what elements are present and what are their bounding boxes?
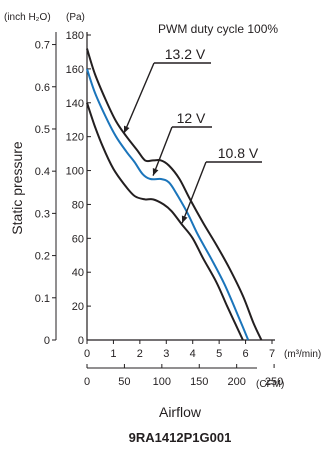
x-secondary-tick-label: 0 xyxy=(84,376,90,388)
callout-arrowhead xyxy=(152,168,159,176)
x-secondary-tick-label: 200 xyxy=(227,376,245,388)
y-secondary-tick-label: 0.4 xyxy=(35,166,50,178)
y-tick-label: 0 xyxy=(78,335,84,347)
y-secondary-tick-label: 0.6 xyxy=(35,82,50,94)
x-secondary-tick-label: 150 xyxy=(190,376,208,388)
x-tick-label: 0 xyxy=(84,348,90,360)
callout-leader xyxy=(181,161,207,224)
callout-group: 13.2 V 12 V 10.8 V xyxy=(123,46,262,224)
y-tick-label: 60 xyxy=(72,233,84,245)
callout-arrowhead xyxy=(181,215,188,224)
callout-label-10-8v: 10.8 V xyxy=(218,145,259,161)
y-tick-label: 160 xyxy=(66,64,84,76)
y-tick-label: 40 xyxy=(72,267,84,279)
x-tick-label: 6 xyxy=(243,348,249,360)
y-tick-label: 180 xyxy=(66,30,84,42)
x-secondary-tick-label: 100 xyxy=(153,376,171,388)
callout-leader xyxy=(152,126,173,176)
x-secondary-unit: (CFM) xyxy=(256,379,284,390)
callout-arrowhead xyxy=(123,125,130,134)
series-group xyxy=(86,48,263,341)
x-tick-label: 5 xyxy=(216,348,222,360)
y-secondary-tick-label: 0.7 xyxy=(35,40,50,52)
y-axis-title: Static pressure xyxy=(9,141,25,235)
y-tick-label: 100 xyxy=(66,166,84,178)
x-tick-label: 4 xyxy=(190,348,196,360)
x-tick-label: 3 xyxy=(163,348,169,360)
model-number: 9RA1412P1G001 xyxy=(129,430,232,445)
y-tick-label: 140 xyxy=(66,98,84,110)
y-tick-label: 80 xyxy=(72,199,84,211)
y-secondary-unit: (inch H₂O) xyxy=(4,12,51,23)
callout-leader xyxy=(123,62,155,134)
x-tick-label: 7 xyxy=(269,348,275,360)
x-tick-label: 1 xyxy=(110,348,116,360)
axes xyxy=(55,32,275,369)
callout-label-12v: 12 V xyxy=(177,110,206,126)
y-tick-label: 120 xyxy=(66,132,84,144)
callout-label-13-2v: 13.2 V xyxy=(165,46,206,62)
y-tick-label: 20 xyxy=(72,301,84,313)
curve-13-2v xyxy=(86,48,263,341)
x-secondary-tick-label: 250 xyxy=(265,376,283,388)
x-tick-label: 2 xyxy=(137,348,143,360)
duty-cycle-annotation: PWM duty cycle 100% xyxy=(158,22,278,36)
y-secondary-tick-label: 0.5 xyxy=(35,124,50,136)
x-secondary-tick-label: 50 xyxy=(118,376,130,388)
y-secondary-tick-label: 0 xyxy=(44,335,50,347)
curve-12v xyxy=(86,68,250,341)
curve-10-8v xyxy=(86,102,244,341)
x-primary-unit: (m³/min) xyxy=(284,349,321,360)
y-secondary-tick-label: 0.3 xyxy=(35,208,50,220)
x-axis-title: Airflow xyxy=(159,404,202,420)
y-secondary-tick-label: 0.1 xyxy=(35,293,50,305)
y-primary-unit: (Pa) xyxy=(66,12,85,23)
y-secondary-tick-label: 0.2 xyxy=(35,251,50,263)
tick-group: 02040608010012014016018000.10.20.30.40.5… xyxy=(35,30,284,388)
